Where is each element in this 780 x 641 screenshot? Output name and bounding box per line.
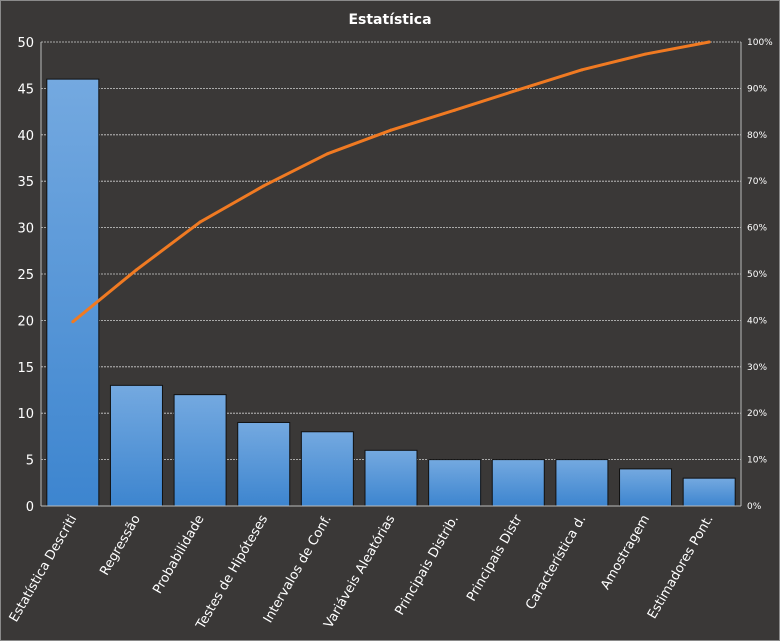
bar (237, 421, 291, 507)
x-tick-label: Estimadores Pont. (645, 513, 717, 622)
y-tick-label: 40 (17, 129, 34, 144)
line-point (580, 68, 584, 72)
bar (364, 449, 418, 507)
x-tick-label: Principais Distrib. (393, 513, 463, 618)
y2-tick-label: 30% (747, 363, 767, 373)
y-tick-label: 20 (17, 314, 34, 329)
x-tick-label: Testes de Hipóteses (193, 512, 271, 632)
line-point (644, 52, 648, 56)
y-tick-label: 25 (17, 268, 34, 283)
line-point (325, 152, 329, 156)
bar (491, 459, 545, 507)
y-tick-label: 50 (17, 36, 34, 51)
bar (682, 477, 736, 507)
line-point (71, 320, 75, 324)
y-tick-label: 5 (26, 454, 34, 469)
y2-tick-label: 90% (747, 84, 767, 94)
y2-tick-label: 20% (747, 409, 767, 419)
x-tick-label: Característica d. (523, 513, 589, 613)
y2-tick-label: 100% (747, 38, 773, 48)
line-point (262, 184, 266, 188)
bar (619, 468, 673, 507)
line-point (453, 108, 457, 112)
y-tick-label: 10 (17, 407, 34, 422)
y-tick-label: 15 (17, 361, 34, 376)
x-tick-label: Intervalos de Conf. (261, 513, 335, 626)
y2-tick-label: 10% (747, 456, 767, 466)
line-point (516, 88, 520, 92)
x-tick-label: Estatística Descriti (7, 513, 81, 625)
line-point (134, 268, 138, 272)
cumulative-line (71, 40, 710, 323)
line-point (389, 128, 393, 132)
bar (109, 384, 163, 507)
x-tick-label: Variáveis Aleatórias (321, 512, 398, 631)
y-tick-label: 0 (26, 500, 34, 515)
y-tick-label: 30 (17, 222, 34, 237)
y2-tick-label: 80% (747, 131, 767, 141)
bar (555, 459, 609, 507)
y-tick-label: 35 (17, 175, 34, 190)
bar (428, 459, 482, 507)
x-tick-label: Amostragem (598, 513, 653, 593)
x-tick-label: Probabilidade (150, 513, 207, 597)
y2-tick-label: 60% (747, 224, 767, 234)
y2-tick-label: 50% (747, 270, 767, 280)
bar (46, 78, 100, 507)
line-point (707, 40, 711, 44)
chart-title: Estatística (348, 12, 431, 28)
y-tick-label: 45 (17, 82, 34, 97)
bar (300, 431, 354, 507)
y2-tick-label: 70% (747, 177, 767, 187)
bar (173, 394, 227, 507)
x-tick-label: Regressão (97, 512, 144, 578)
line-point (198, 220, 202, 224)
y2-tick-label: 0% (747, 502, 762, 512)
x-tick-label: Principais Distr (464, 512, 526, 604)
y2-tick-label: 40% (747, 316, 767, 326)
